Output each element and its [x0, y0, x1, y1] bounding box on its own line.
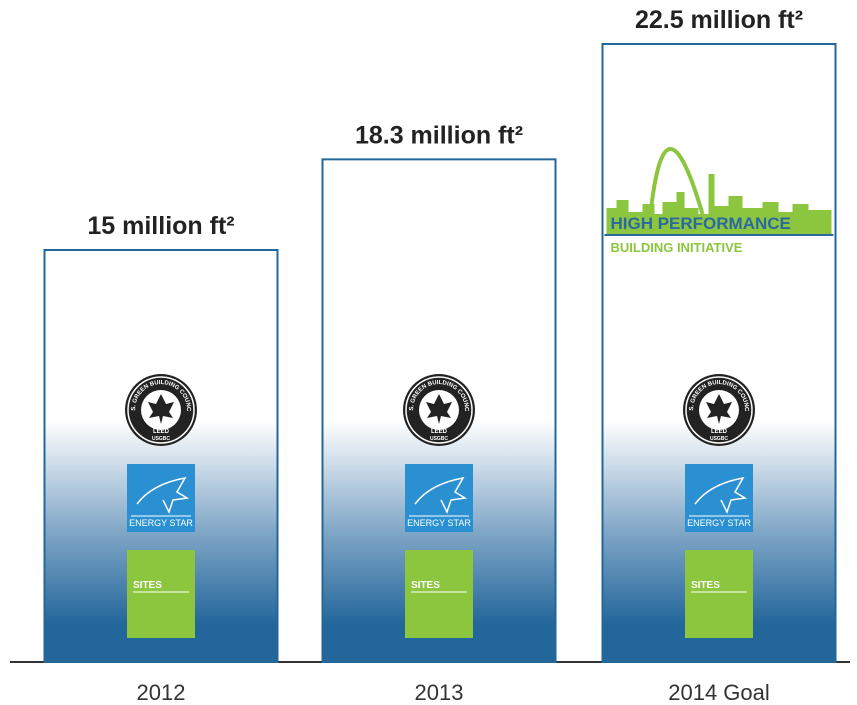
leed-text: LEED	[431, 429, 448, 435]
leed-inner	[127, 376, 195, 444]
energy-star-logo: ENERGY STAR	[685, 464, 753, 532]
leed-text: LEED	[711, 429, 728, 435]
sites-box	[685, 550, 753, 638]
leed-inner	[405, 376, 473, 444]
energy-star-logo: ENERGY STAR	[405, 464, 473, 532]
energy-star-logo: ENERGY STAR	[127, 464, 195, 532]
leed-text: LEED	[153, 429, 170, 435]
leed-logo: U.S. GREEN BUILDING COUNCILLEEDUSGBC	[683, 374, 755, 446]
sites-text: SITES	[133, 580, 162, 591]
energy-star-swoosh	[136, 476, 190, 514]
leed-logo: U.S. GREEN BUILDING COUNCILLEEDUSGBC	[403, 374, 475, 446]
sites-text: SITES	[691, 580, 720, 591]
leed-inner	[685, 376, 753, 444]
usgbc-text: USGBC	[152, 436, 170, 442]
sites-logo: SITES	[405, 550, 473, 638]
hpbi-skyline	[606, 174, 832, 234]
bar	[43, 249, 279, 663]
leed-leaf	[426, 394, 452, 424]
energy-star-swoosh	[414, 476, 468, 514]
hpbi-arch	[648, 147, 705, 215]
sites-text: SITES	[411, 580, 440, 591]
usgbc-text: USGBC	[430, 436, 448, 442]
energy-star-text: ENERGY STAR	[407, 518, 471, 528]
leed-leaf	[148, 394, 174, 424]
energy-star-text: ENERGY STAR	[129, 518, 193, 528]
value-label: 15 million ft²	[87, 212, 234, 240]
sites-logo: SITES	[127, 550, 195, 638]
value-label: 18.3 million ft²	[355, 121, 523, 149]
sites-logo: SITES	[685, 550, 753, 638]
sites-box	[405, 550, 473, 638]
leed-leaf	[706, 394, 732, 424]
hpbi-logo: HIGH PERFORMANCE BUILDING INITIATIVE	[604, 147, 834, 255]
value-label: 22.5 million ft²	[635, 6, 803, 34]
leed-logo: U.S. GREEN BUILDING COUNCILLEEDUSGBC	[125, 374, 197, 446]
x-tick-label: 2012	[137, 680, 186, 705]
x-tick-label: 2013	[415, 680, 464, 705]
energy-star-text: ENERGY STAR	[687, 518, 751, 528]
usgbc-text: USGBC	[710, 436, 728, 442]
x-tick-label: 2014 Goal	[668, 680, 770, 705]
energy-star-swoosh	[694, 476, 748, 514]
sites-box	[127, 550, 195, 638]
hpbi-line2: BUILDING INITIATIVE	[611, 240, 743, 255]
hpbi-line1: HIGH PERFORMANCE	[611, 214, 791, 233]
